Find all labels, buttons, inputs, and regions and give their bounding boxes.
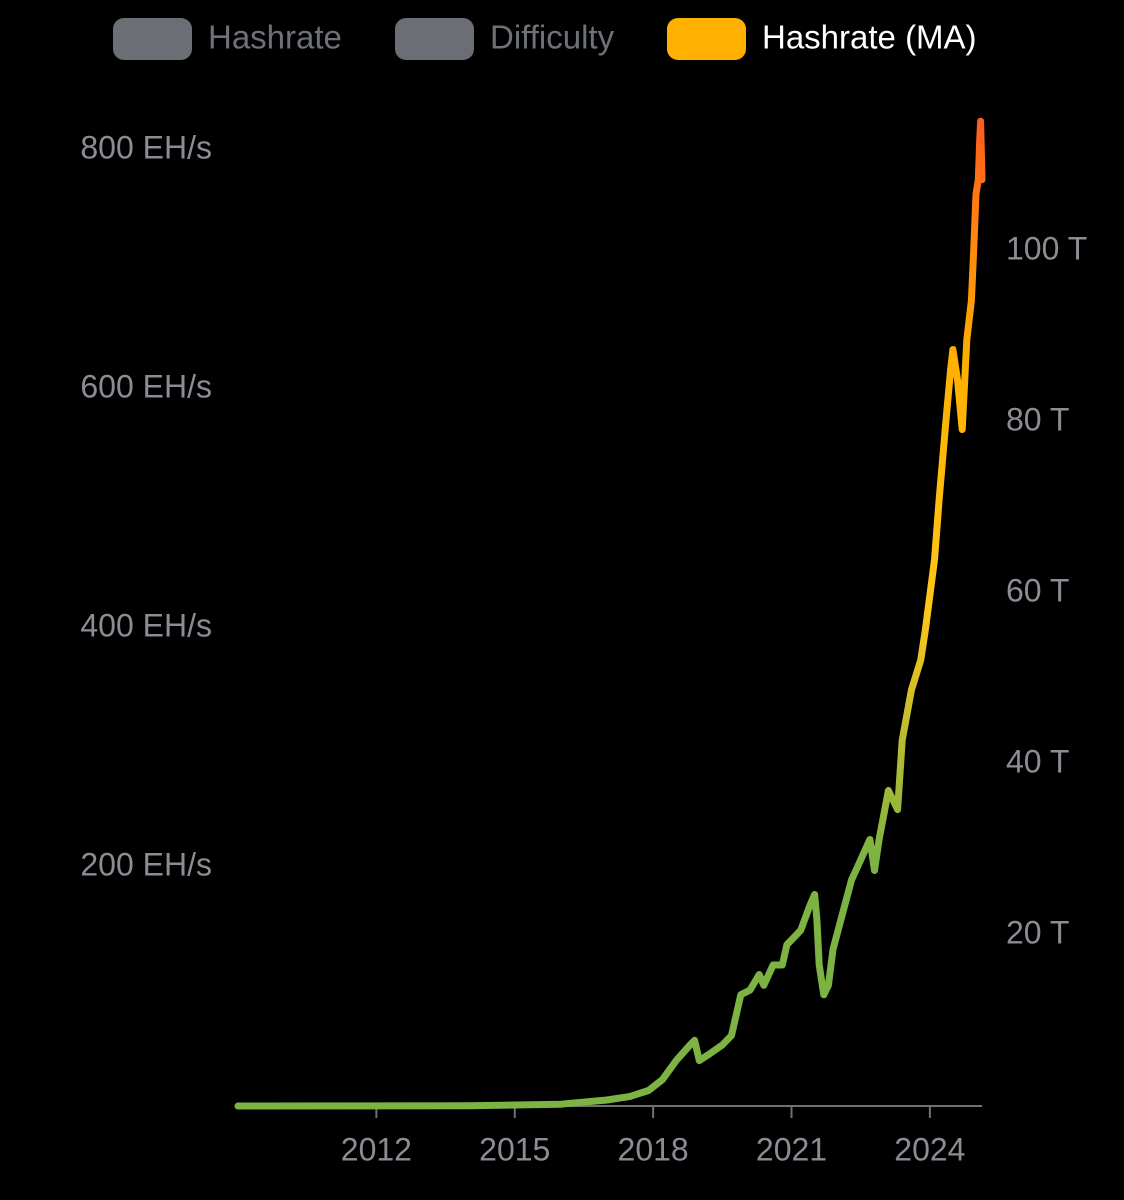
legend-label: Difficulty [490, 19, 615, 56]
x-tick-label: 2021 [756, 1131, 827, 1167]
legend-item[interactable]: Difficulty [395, 18, 615, 60]
y-tick-label: 200 EH/s [80, 846, 212, 882]
hashrate-line [234, 117, 986, 1110]
x-tick-label: 2024 [894, 1131, 965, 1167]
x-tick-label: 2012 [341, 1131, 412, 1167]
y-tick-label: 400 EH/s [80, 607, 212, 643]
legend-label: Hashrate [208, 19, 342, 56]
y2-tick-label: 40 T [1006, 743, 1069, 779]
legend-item[interactable]: Hashrate (MA) [667, 18, 977, 60]
y-tick-label: 600 EH/s [80, 368, 212, 404]
y-tick-label: 800 EH/s [80, 129, 212, 165]
x-tick-label: 2015 [479, 1131, 550, 1167]
y2-tick-label: 100 T [1006, 230, 1087, 266]
legend-swatch [395, 18, 474, 60]
legend-swatch [113, 18, 192, 60]
y2-tick-label: 80 T [1006, 401, 1069, 437]
legend-item[interactable]: Hashrate [113, 18, 342, 60]
legend-label: Hashrate (MA) [762, 19, 977, 56]
y2-tick-label: 60 T [1006, 572, 1069, 608]
y2-tick-label: 20 T [1006, 914, 1069, 950]
legend-swatch [667, 18, 746, 60]
x-tick-label: 2018 [618, 1131, 689, 1167]
